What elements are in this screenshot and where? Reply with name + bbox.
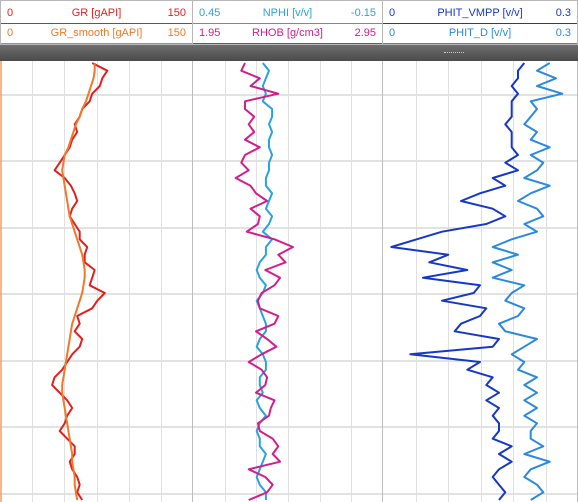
phit-d-curve[interactable] [491, 62, 564, 501]
gr-smooth-scale-min: 0 [7, 27, 14, 39]
rhob-curve-name: RHOB [g/cm3] [252, 27, 323, 39]
gr-scale-min: 0 [7, 7, 14, 19]
phit-vmpp-curve-header[interactable]: 0 PHIT_VMPP [v/v] 0.3 [383, 4, 577, 24]
gr-curve-header[interactable]: 0 GR [gAPI] 150 [1, 4, 192, 24]
phit-vmpp-scale-min: 0 [389, 7, 396, 19]
splitter-grip-icon[interactable] [444, 52, 464, 55]
nphi-curve-header[interactable]: 0.45 NPHI [v/v] -0.15 [193, 4, 382, 24]
rhob-curve-header[interactable]: 1.95 RHOB [g/cm3] 2.95 [193, 24, 382, 44]
nphi-scale-max: -0.15 [350, 7, 376, 19]
phit-d-curve-header[interactable]: 0 PHIT_D [v/v] 0.3 [383, 24, 577, 44]
gr-curve-name: GR [gAPI] [71, 7, 122, 19]
nphi-scale-min: 0.45 [199, 7, 221, 19]
log-plot-area[interactable] [0, 61, 578, 502]
phit-track-header[interactable]: 0 PHIT_VMPP [v/v] 0.3 0 PHIT_D [v/v] 0.3 [383, 0, 578, 45]
grid-lines [0, 61, 578, 502]
gr-smooth-curve[interactable] [61, 63, 96, 501]
log-curves [51, 62, 564, 501]
gr-curve[interactable] [51, 62, 109, 501]
header-splitter[interactable] [0, 45, 578, 61]
phit-d-scale-max: 0.3 [555, 27, 571, 39]
gr-smooth-curve-header[interactable]: 0 GR_smooth [gAPI] 150 [1, 24, 192, 44]
rhob-scale-max: 2.95 [354, 27, 376, 39]
gr-smooth-curve-name: GR_smooth [gAPI] [50, 27, 143, 39]
rhob-curve[interactable] [234, 62, 294, 501]
gamma-track-header[interactable]: 0 GR [gAPI] 150 0 GR_smooth [gAPI] 150 [0, 0, 193, 45]
log-header: 0 GR [gAPI] 150 0 GR_smooth [gAPI] 150 0… [0, 0, 578, 45]
rhob-scale-min: 1.95 [199, 27, 221, 39]
gr-smooth-scale-max: 150 [167, 27, 186, 39]
porosity-density-track-header[interactable]: 0.45 NPHI [v/v] -0.15 1.95 RHOB [g/cm3] … [193, 0, 383, 45]
phit-vmpp-scale-max: 0.3 [555, 7, 571, 19]
phit-vmpp-curve[interactable] [390, 62, 526, 501]
phit-vmpp-curve-name: PHIT_VMPP [v/v] [437, 7, 523, 19]
phit-d-curve-name: PHIT_D [v/v] [448, 27, 512, 39]
gr-scale-max: 150 [167, 7, 186, 19]
phit-d-scale-min: 0 [389, 27, 396, 39]
nphi-curve-name: NPHI [v/v] [262, 7, 313, 19]
